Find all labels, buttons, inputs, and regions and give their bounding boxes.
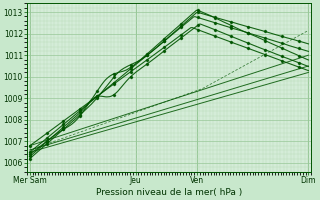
X-axis label: Pression niveau de la mer( hPa ): Pression niveau de la mer( hPa ) xyxy=(96,188,242,197)
